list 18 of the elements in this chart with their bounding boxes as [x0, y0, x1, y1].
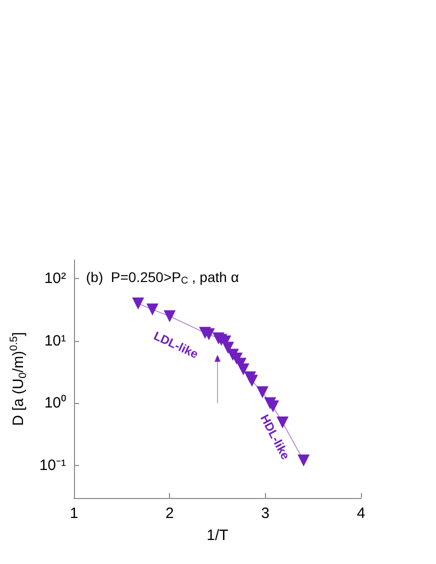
y-tick-label: 10⁻¹ [39, 456, 66, 474]
x-tick-label: 2 [165, 505, 174, 522]
y-axis-title: D [a (U0/m)0.5] [8, 332, 29, 426]
x-axis-title: 1/T [206, 527, 228, 544]
point [298, 454, 310, 467]
point [164, 310, 176, 322]
point [256, 386, 268, 398]
x-tick-label: 1 [70, 505, 78, 522]
point [246, 374, 258, 387]
y-tick-label: 10² [44, 270, 66, 288]
point [222, 342, 234, 354]
y-tick-label: 10⁰ [44, 394, 66, 412]
x-tick-label: 4 [356, 505, 366, 522]
x-tick-label: 3 [261, 505, 270, 522]
point [132, 298, 144, 310]
point [146, 304, 158, 316]
y-tick-label: 10¹ [44, 332, 66, 350]
point [237, 363, 250, 376]
